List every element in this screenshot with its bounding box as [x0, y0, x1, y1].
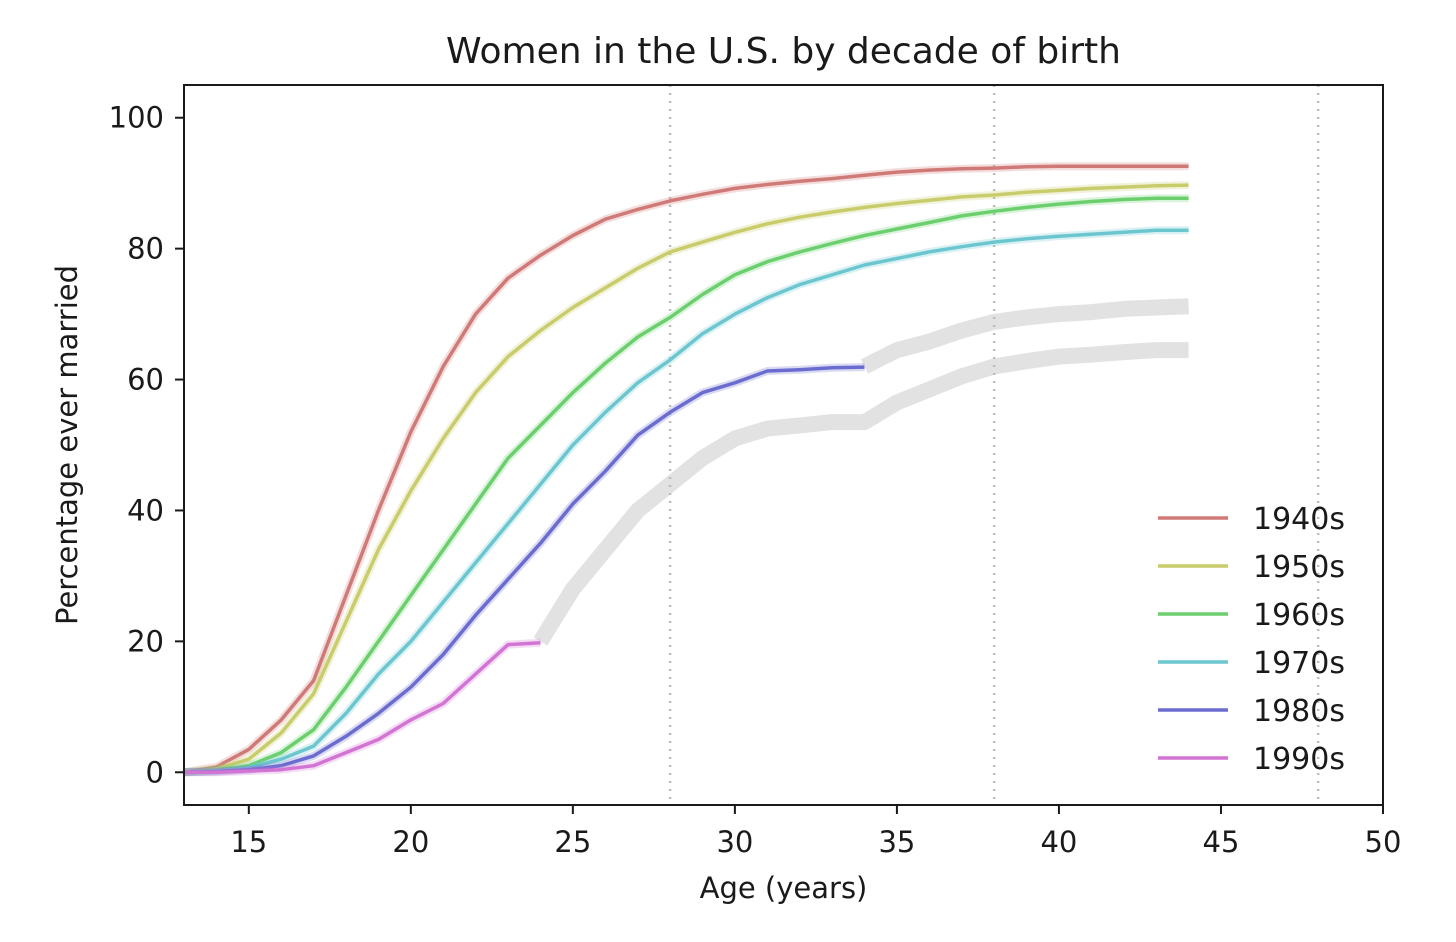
legend-label-1980s: 1980s: [1253, 694, 1345, 729]
legend-label-1990s: 1990s: [1253, 742, 1345, 777]
y-tick-label-60: 60: [127, 363, 164, 397]
x-tick-label-45: 45: [1203, 825, 1240, 859]
y-axis-label: Percentage ever married: [50, 265, 84, 625]
x-tick-label-40: 40: [1040, 825, 1077, 859]
x-axis-label: Age (years): [700, 871, 868, 905]
x-tick-label-30: 30: [716, 825, 753, 859]
x-tick-label-35: 35: [878, 825, 915, 859]
reference-lines: [668, 85, 1320, 805]
projection-bands: [533, 298, 1189, 646]
series-line-1970s: [183, 228, 1189, 775]
series-line-1990s: [184, 640, 541, 775]
series-halo-1960s: [183, 194, 1189, 777]
y-tick-label-20: 20: [127, 624, 164, 658]
y-axis: 0 20 40 60 80 100: [109, 101, 184, 789]
legend-label-1940s: 1940s: [1253, 502, 1345, 537]
y-tick-label-40: 40: [127, 493, 164, 527]
legend-label-1960s: 1960s: [1253, 598, 1345, 633]
legend-label-1970s: 1970s: [1253, 646, 1345, 681]
y-tick-label-80: 80: [127, 232, 164, 266]
series-line-1940s: [183, 164, 1189, 775]
y-tick-label-0: 0: [146, 755, 164, 789]
x-tick-label-20: 20: [392, 825, 429, 859]
series-line-1950s: [183, 183, 1189, 775]
plot-frame: [183, 84, 1384, 806]
y-tick-label-100: 100: [109, 101, 164, 135]
band-1990s-projection: [533, 342, 1189, 646]
series-lines: [183, 162, 1189, 777]
x-tick-label-25: 25: [554, 825, 591, 859]
x-tick-label-15: 15: [230, 825, 267, 859]
series-line-1980s: [183, 365, 865, 775]
legend: 1940s 1950s 1960s 1970s 1980s 1990s: [1158, 502, 1345, 777]
chart-title: Women in the U.S. by decade of birth: [446, 31, 1121, 72]
series-line-1960s: [183, 196, 1189, 775]
x-axis: 15 20 25 30 35 40 45 50: [230, 805, 1401, 859]
x-tick-label-50: 50: [1365, 825, 1402, 859]
band-1980s-projection: [860, 298, 1189, 374]
legend-label-1950s: 1950s: [1253, 550, 1345, 585]
